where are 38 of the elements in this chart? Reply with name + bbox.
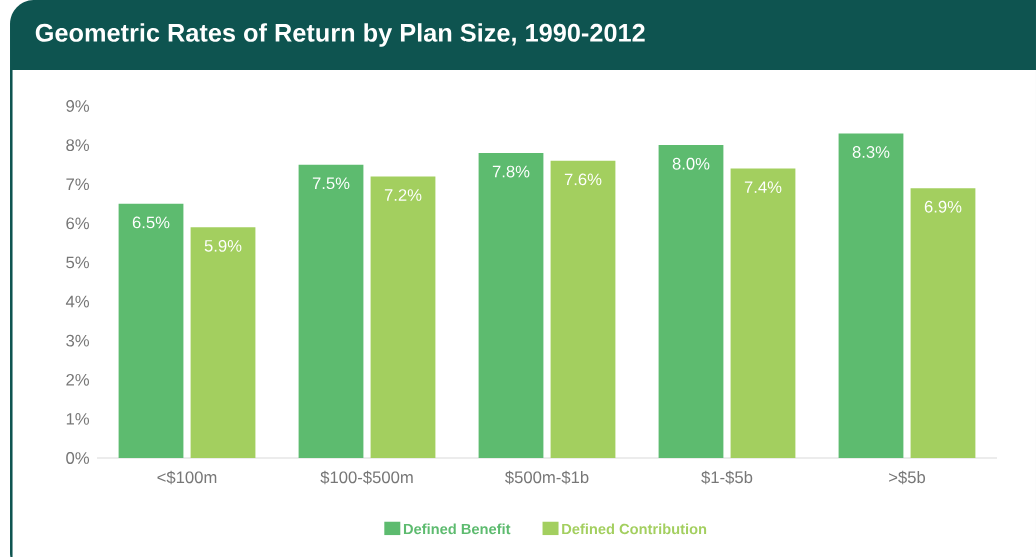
bar xyxy=(478,152,544,458)
bar xyxy=(658,145,724,458)
y-tick-label: 5% xyxy=(66,256,90,269)
y-tick-label: 2% xyxy=(66,373,90,386)
x-tick-label: >$5b xyxy=(889,470,926,485)
bar xyxy=(370,176,436,458)
data-label: 8.0% xyxy=(672,157,710,170)
legend-label: Defined Benefit xyxy=(403,523,511,535)
bar xyxy=(550,160,616,458)
y-tick-label: 4% xyxy=(65,295,90,308)
x-tick-label: $500m-$1b xyxy=(505,470,589,485)
data-label: 7.5% xyxy=(312,177,350,190)
y-tick-label: 6% xyxy=(66,217,90,230)
legend-label: Defined Contribution xyxy=(562,523,707,535)
x-tick-label: <$100m xyxy=(157,470,217,485)
bar xyxy=(730,168,796,458)
y-tick-label: 8% xyxy=(66,139,90,152)
x-tick-label: $1-$5b xyxy=(701,470,753,485)
data-label: 6.9% xyxy=(924,200,962,213)
bar xyxy=(190,227,256,458)
x-tick-label: $100-$500m xyxy=(320,470,413,485)
y-tick-label: 1% xyxy=(66,413,90,425)
y-tick-label: 7% xyxy=(66,178,90,191)
bar xyxy=(838,133,904,458)
data-label: 5.9% xyxy=(204,239,242,252)
chart-title: Geometric Rates of Return by Plan Size, 1990-2012 xyxy=(35,23,645,47)
data-label: 7.4% xyxy=(744,181,782,193)
data-label: 8.3% xyxy=(852,146,890,158)
y-tick-label: 9% xyxy=(66,100,90,112)
y-tick-label: 3% xyxy=(66,334,90,347)
data-label: 7.8% xyxy=(492,165,530,178)
bar xyxy=(118,203,184,458)
data-label: 7.6% xyxy=(564,173,602,186)
data-label: 6.5% xyxy=(132,216,170,229)
y-tick-label: 0% xyxy=(66,452,90,464)
data-label: 7.2% xyxy=(384,189,422,201)
bar xyxy=(298,164,364,458)
bar xyxy=(910,188,976,458)
